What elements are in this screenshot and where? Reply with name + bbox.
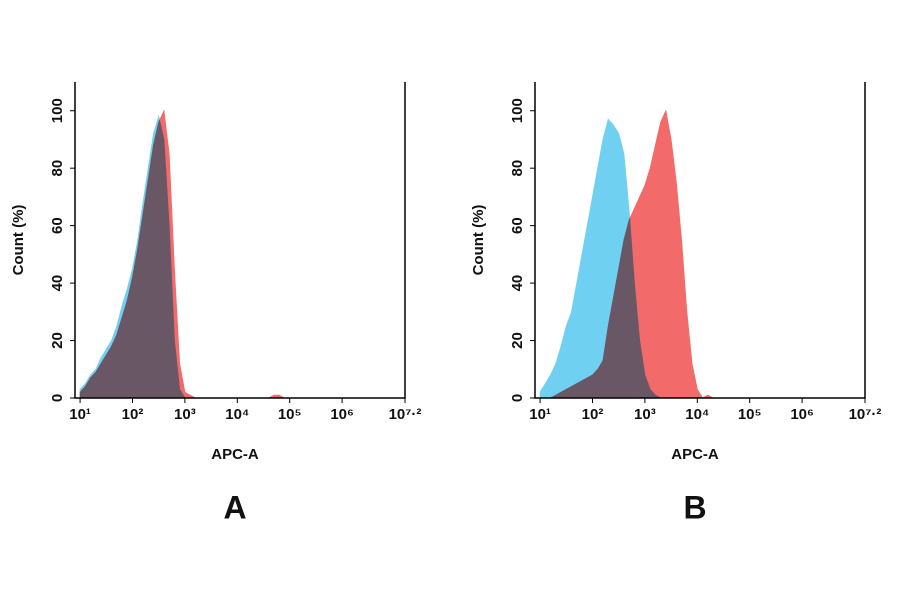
y-tick-label: 60 (49, 217, 66, 234)
x-tick-label: 10⁶ (330, 406, 354, 423)
x-tick-label: 10³ (634, 406, 656, 423)
axis-frame (74, 82, 406, 399)
y-tick-label: 40 (49, 275, 66, 292)
x-tick-label: 10⁵ (738, 406, 762, 423)
y-tick-label: 20 (509, 332, 526, 349)
x-tick-label: 10² (582, 406, 604, 423)
x-tick-label: 10⁶ (790, 406, 814, 423)
y-tick-label: 60 (509, 217, 526, 234)
x-tick-label: 10⁷·² (389, 406, 422, 423)
y-tick-label: 80 (49, 160, 66, 177)
panel: 0 20 40 60 80 100 10¹ 10² 10³ 10⁴ 10⁵ 10⁶ 10⁷·² Count… (10, 82, 421, 525)
panel: 0 20 40 60 80 100 10¹ 10² 10³ 10⁴ 10⁵ 10⁶ 10⁷·² Count… (470, 82, 881, 525)
y-axis-label: Count (%) (10, 205, 27, 276)
y-tick-label: 40 (509, 275, 526, 292)
x-tick-label: 10⁷·² (849, 406, 882, 423)
y-tick-label: 0 (49, 394, 66, 402)
x-tick-label: 10⁵ (278, 406, 302, 423)
y-tick-label: 0 (509, 394, 526, 402)
x-axis-label: APC-A (671, 446, 719, 463)
x-tick-label: 10² (122, 406, 144, 423)
x-axis-label: APC-A (211, 446, 259, 463)
axis-frame (534, 82, 866, 399)
x-tick-label: 10³ (174, 406, 196, 423)
y-tick-label: 100 (49, 98, 66, 123)
x-tick-label: 10⁴ (225, 406, 249, 423)
histogram-area (79, 114, 290, 399)
x-tick-label: 10⁴ (685, 406, 709, 423)
y-tick-label: 80 (509, 160, 526, 177)
y-tick-label: 20 (49, 332, 66, 349)
x-tick-label: 10¹ (69, 406, 91, 423)
y-axis-label: Count (%) (470, 205, 487, 276)
panel-label: B (683, 489, 706, 525)
panel-label: A (223, 489, 246, 525)
y-tick-label: 100 (509, 98, 526, 123)
x-tick-label: 10¹ (529, 406, 551, 423)
